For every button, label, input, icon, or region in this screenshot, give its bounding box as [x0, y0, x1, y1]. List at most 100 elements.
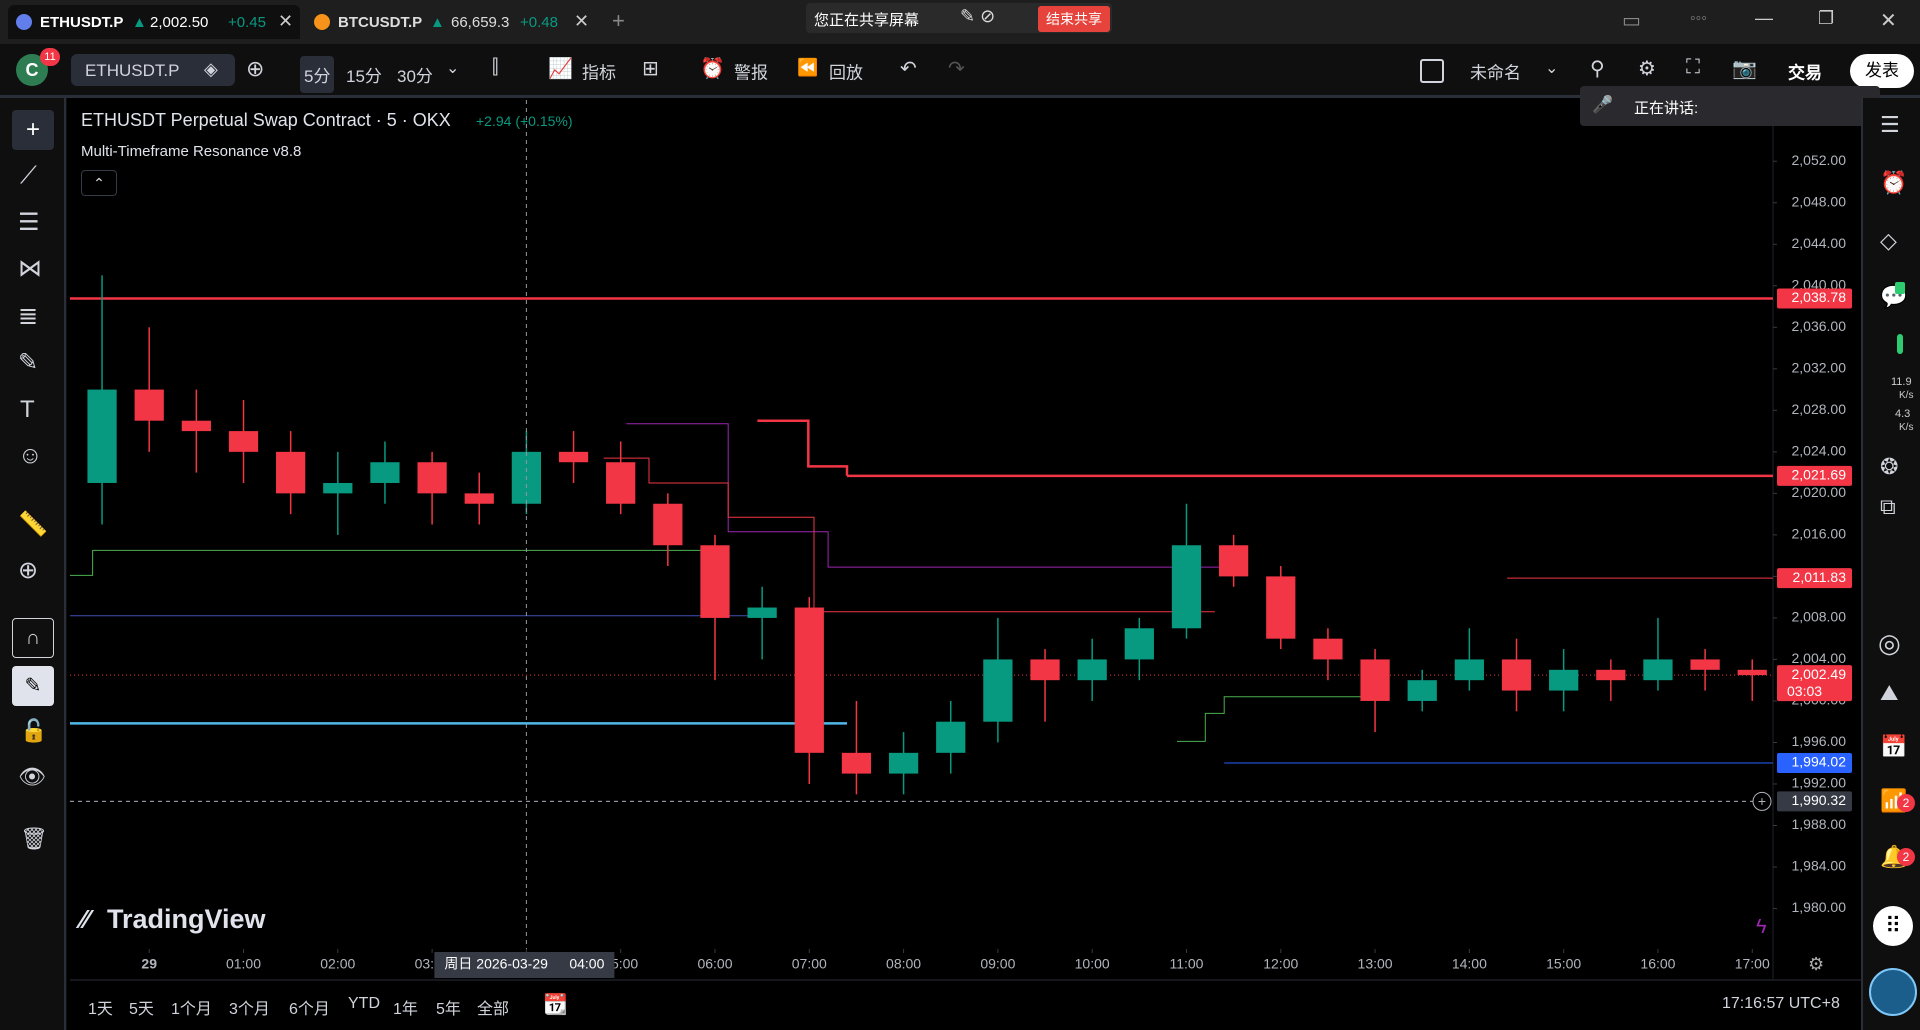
goto-date[interactable]: 📆 — [543, 994, 568, 1016]
range-button[interactable]: 6个月 — [289, 1001, 330, 1018]
pattern-tool[interactable]: ⋈ — [18, 255, 42, 282]
ideas[interactable]: ❂ — [1880, 454, 1899, 479]
text-tool[interactable]: T — [20, 396, 35, 423]
range-button[interactable]: 5年 — [436, 1001, 461, 1018]
pine[interactable]: ⧉ — [1880, 494, 1896, 519]
alert-button[interactable]: 警报 — [734, 63, 768, 83]
tab-close[interactable]: ✕ — [574, 11, 590, 31]
crosshair-tool[interactable]: + — [12, 110, 54, 150]
symbol-search[interactable]: ETHUSDT.P ◈ — [71, 54, 235, 86]
target[interactable]: ◎ — [1878, 628, 1901, 658]
candle-body — [888, 752, 919, 774]
x-tick-label: 10:00 — [1075, 956, 1110, 972]
trade-button[interactable]: 交易 — [1788, 63, 1822, 83]
candle-body — [323, 482, 353, 494]
layers[interactable]: ◇ — [1880, 228, 1897, 253]
layout-dropdown[interactable]: ⌄ — [1545, 60, 1559, 77]
delete-tool[interactable]: 🗑 — [20, 826, 48, 851]
chart-type[interactable]: ⫿ — [492, 56, 499, 78]
undo[interactable]: ↶ — [900, 58, 917, 80]
apps[interactable]: ⠿ — [1873, 906, 1913, 946]
x-tick-label: 01:00 — [226, 956, 261, 972]
chart-title: ETHUSDT Perpetual Swap Contract · 5 · OK… — [81, 110, 451, 130]
hide-tool[interactable]: 👁 — [18, 764, 46, 789]
trendline-tool[interactable]: ⟋ — [20, 162, 37, 189]
pen-icon: ✎ ⊘ — [960, 6, 996, 26]
compare-button[interactable]: ⊕ — [246, 56, 265, 81]
minimize[interactable]: — — [1755, 8, 1773, 28]
range-button[interactable]: 1个月 — [171, 1001, 212, 1018]
y-tick-label: 2,048.00 — [1792, 193, 1847, 209]
lock-draw-tool[interactable]: ✎ — [12, 666, 54, 706]
layout-icon[interactable] — [1420, 59, 1444, 83]
tab[interactable]: BTCUSDT.P ▲ 66,659.3 +0.48 ✕ — [306, 5, 598, 39]
layout-name[interactable]: 未命名 — [1470, 63, 1521, 83]
tab-symbol: ETHUSDT.P — [40, 14, 124, 31]
lock-tool[interactable]: 🔓 — [20, 718, 48, 743]
calendar[interactable]: 📅 — [1880, 734, 1908, 759]
replay-button[interactable]: 回放 — [829, 63, 863, 83]
alerts[interactable]: ⏰ — [1880, 170, 1908, 195]
candle-body — [1737, 669, 1767, 676]
y-tick-label: 2,052.00 — [1792, 152, 1847, 168]
range-button[interactable]: 全部 — [477, 1001, 510, 1018]
indicators-button[interactable]: 指标 — [582, 63, 616, 83]
new-tab[interactable]: + — [612, 8, 625, 33]
watchlist[interactable]: ☰ — [1880, 112, 1900, 137]
interval-button[interactable]: 5分 — [300, 56, 335, 93]
feed-badge: 2 — [1897, 794, 1915, 812]
interval-button[interactable]: 30分 — [397, 67, 433, 86]
restore[interactable]: ❐ — [1818, 8, 1835, 28]
replay-icon[interactable]: ⏪ — [797, 58, 819, 77]
stop-share[interactable]: 结束共享 — [1038, 6, 1110, 32]
settings[interactable]: ⚙ — [1638, 58, 1656, 80]
projection-tool[interactable]: ≣ — [18, 303, 39, 330]
x-tick-label: 06:00 — [697, 956, 732, 972]
price-label-box — [1777, 665, 1852, 702]
upload-unit: K/s — [1899, 390, 1914, 401]
interval-button[interactable]: 15分 — [346, 67, 382, 86]
x-tick-label: 11:00 — [1169, 956, 1203, 972]
measure-tool[interactable]: 📏 — [18, 511, 48, 538]
templates-button[interactable]: ⊞ — [642, 58, 659, 80]
interval-dropdown[interactable]: ⌄ — [446, 60, 460, 77]
alert-icon[interactable]: ⏰ — [700, 58, 725, 80]
range-button[interactable]: 1天 — [88, 1001, 113, 1018]
chart-change: +2.94 (+0.15%) — [476, 113, 573, 129]
tab-bar: ETHUSDT.P ▲ 2,002.50 +0.45 ✕ BTCUSDT.P ▲… — [0, 0, 1920, 44]
hotlist[interactable]: ⛰ — [1880, 680, 1899, 705]
emoji-tool[interactable]: ☺ — [18, 442, 43, 469]
candle-body — [794, 607, 824, 753]
indicator-icon[interactable]: 📈 — [548, 58, 573, 80]
mic-icon: 🎤 — [1592, 95, 1614, 114]
monitor-icon: ▭ — [1622, 10, 1641, 32]
tab-close[interactable]: ✕ — [278, 11, 294, 31]
range-button[interactable]: 3个月 — [229, 1001, 270, 1018]
fullscreen[interactable]: ⛶ — [1686, 56, 1700, 78]
zoom-tool[interactable]: ⊕ — [18, 557, 39, 584]
y-tick-label: 2,036.00 — [1792, 318, 1847, 334]
collapse-legend[interactable]: ⌃ — [81, 170, 117, 196]
quick-search[interactable]: ⚲ — [1590, 58, 1605, 80]
publish-button[interactable]: 发表 — [1850, 54, 1914, 88]
brush-tool[interactable]: ✎ — [18, 349, 39, 376]
tab[interactable]: ETHUSDT.P ▲ 2,002.50 +0.45 ✕ — [8, 5, 300, 39]
close-window[interactable]: ✕ — [1880, 10, 1897, 32]
up-arrow: ▲ — [132, 14, 147, 31]
axis-settings[interactable]: ⚙ — [1808, 954, 1825, 974]
fib-tool[interactable]: ☰ — [18, 209, 40, 236]
candle-body — [1501, 659, 1532, 691]
candle-body — [606, 462, 636, 504]
screenshot[interactable]: 📷 — [1732, 58, 1757, 80]
meter — [1897, 334, 1903, 354]
range-button[interactable]: YTD — [348, 995, 380, 1012]
range-button[interactable]: 1年 — [393, 1001, 418, 1018]
y-tick-label: 2,044.00 — [1792, 235, 1847, 251]
candle-body — [936, 721, 966, 753]
up-arrow: ▲ — [430, 14, 445, 31]
candle-body — [1266, 576, 1296, 639]
magnet-tool[interactable]: ∩ — [12, 618, 54, 658]
candle-body — [1549, 669, 1579, 691]
range-button[interactable]: 5天 — [129, 1001, 154, 1018]
